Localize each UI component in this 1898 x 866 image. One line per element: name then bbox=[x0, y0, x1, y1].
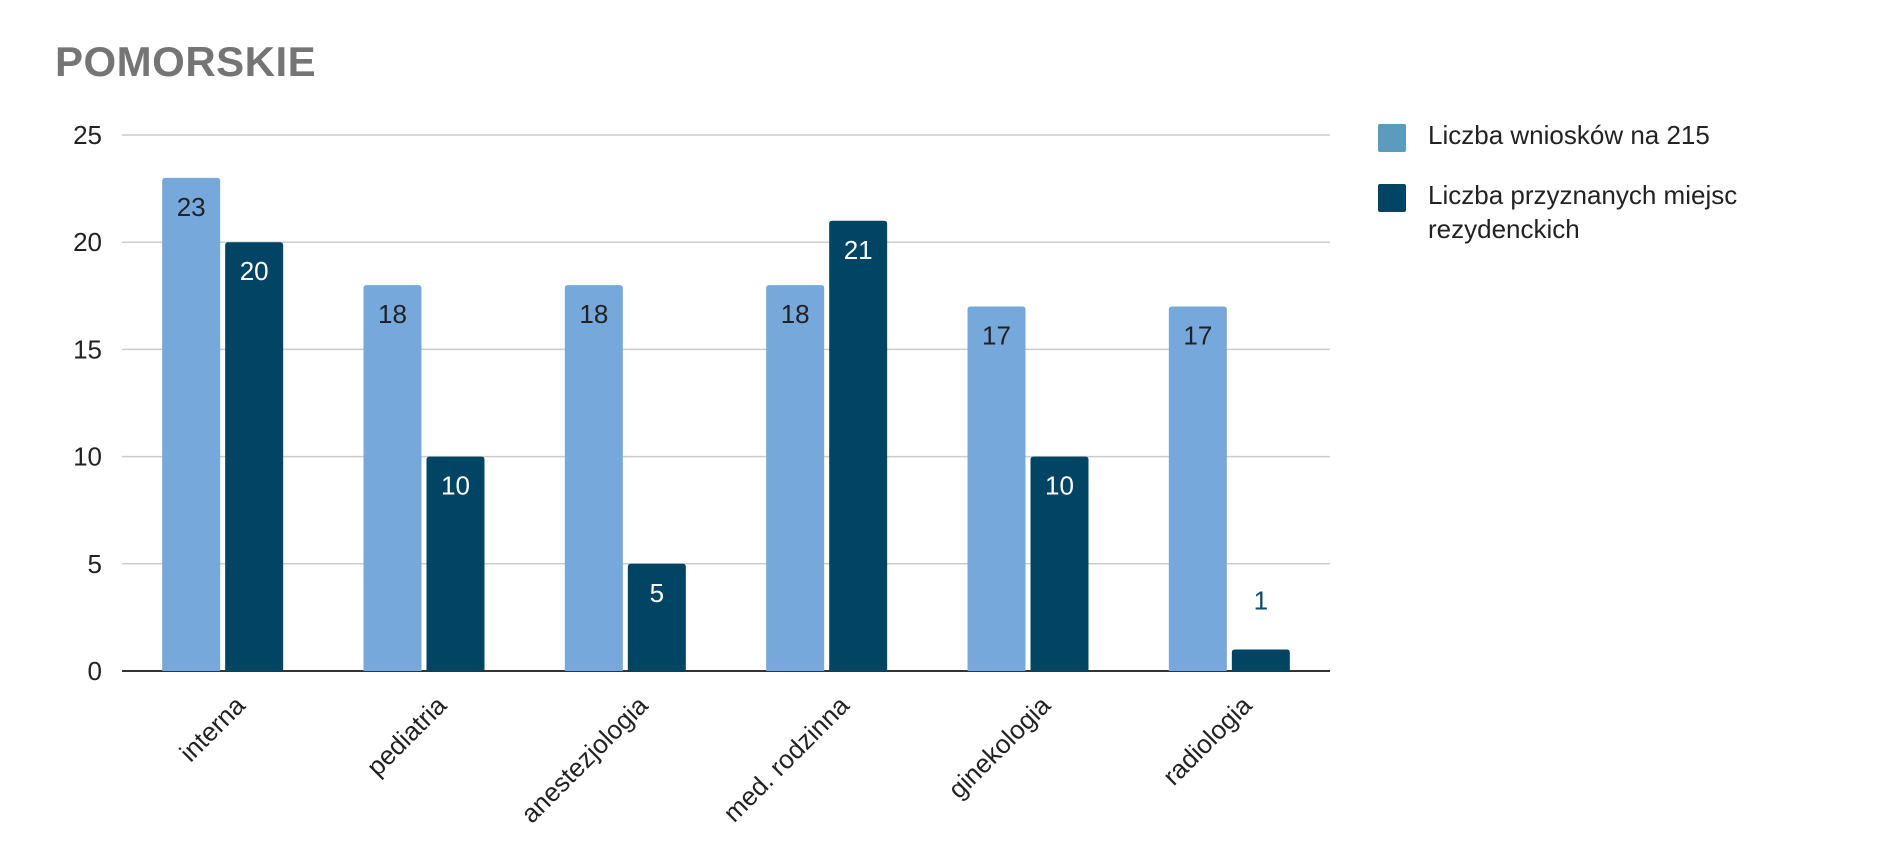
bar-applications[interactable] bbox=[363, 285, 422, 671]
data-label: 18 bbox=[781, 299, 810, 329]
y-tick-label: 5 bbox=[88, 549, 102, 579]
legend-swatch-residency-places bbox=[1378, 184, 1406, 212]
bar-residency-places[interactable] bbox=[1231, 649, 1290, 671]
x-tick-label: pediatria bbox=[361, 690, 453, 782]
bar-applications[interactable] bbox=[967, 306, 1026, 671]
y-tick-label: 25 bbox=[73, 120, 102, 150]
y-tick-label: 15 bbox=[73, 334, 102, 364]
x-tick-label: anestezjologia bbox=[515, 690, 654, 829]
bar-residency-places[interactable] bbox=[627, 563, 686, 671]
y-tick-label: 10 bbox=[73, 442, 102, 472]
x-tick-label: med. rodzinna bbox=[717, 690, 855, 828]
data-label: 20 bbox=[240, 256, 269, 286]
bar-residency-places[interactable] bbox=[225, 242, 284, 671]
bar-residency-places[interactable] bbox=[426, 456, 485, 671]
y-axis-tick-labels: 0 5 10 15 20 25 bbox=[73, 120, 102, 686]
data-labels: 23 20 18 10 18 5 18 21 17 10 17 1 bbox=[177, 192, 1268, 616]
bar-applications[interactable] bbox=[564, 285, 623, 671]
data-label: 21 bbox=[844, 235, 873, 265]
bar-applications[interactable] bbox=[162, 177, 221, 671]
bar-residency-places[interactable] bbox=[1030, 456, 1089, 671]
legend: Liczba wniosków na 215 Liczba przyznanyc… bbox=[1378, 118, 1858, 272]
legend-label-residency-places: Liczba przyznanych miejsc rezydenckich bbox=[1428, 180, 1738, 244]
data-label: 5 bbox=[650, 578, 664, 608]
data-label: 23 bbox=[177, 192, 206, 222]
legend-item-applications[interactable]: Liczba wniosków na 215 bbox=[1378, 118, 1858, 152]
bar-residency-places[interactable] bbox=[829, 220, 888, 671]
data-label: 1 bbox=[1254, 586, 1268, 616]
bar-applications[interactable] bbox=[766, 285, 825, 671]
chart-title: POMORSKIE bbox=[55, 38, 317, 85]
y-tick-label: 20 bbox=[73, 227, 102, 257]
bar-applications[interactable] bbox=[1168, 306, 1227, 671]
gridlines bbox=[122, 134, 1330, 672]
bars bbox=[162, 177, 1290, 671]
data-label: 10 bbox=[441, 471, 470, 501]
data-label: 18 bbox=[579, 299, 608, 329]
x-tick-label: ginekologia bbox=[942, 690, 1057, 805]
y-tick-label: 0 bbox=[88, 656, 102, 686]
data-label: 18 bbox=[378, 299, 407, 329]
x-tick-label: radiologia bbox=[1157, 690, 1258, 791]
legend-item-residency-places[interactable]: Liczba przyznanych miejsc rezydenckich bbox=[1378, 178, 1858, 246]
data-label: 17 bbox=[1183, 321, 1212, 351]
legend-swatch-applications bbox=[1378, 124, 1406, 152]
legend-label-applications: Liczba wniosków na 215 bbox=[1428, 120, 1710, 150]
data-label: 17 bbox=[982, 321, 1011, 351]
data-label: 10 bbox=[1045, 471, 1074, 501]
x-tick-label: interna bbox=[173, 690, 251, 768]
x-axis-tick-labels: interna pediatria anestezjologia med. rodzi… bbox=[173, 690, 1257, 829]
